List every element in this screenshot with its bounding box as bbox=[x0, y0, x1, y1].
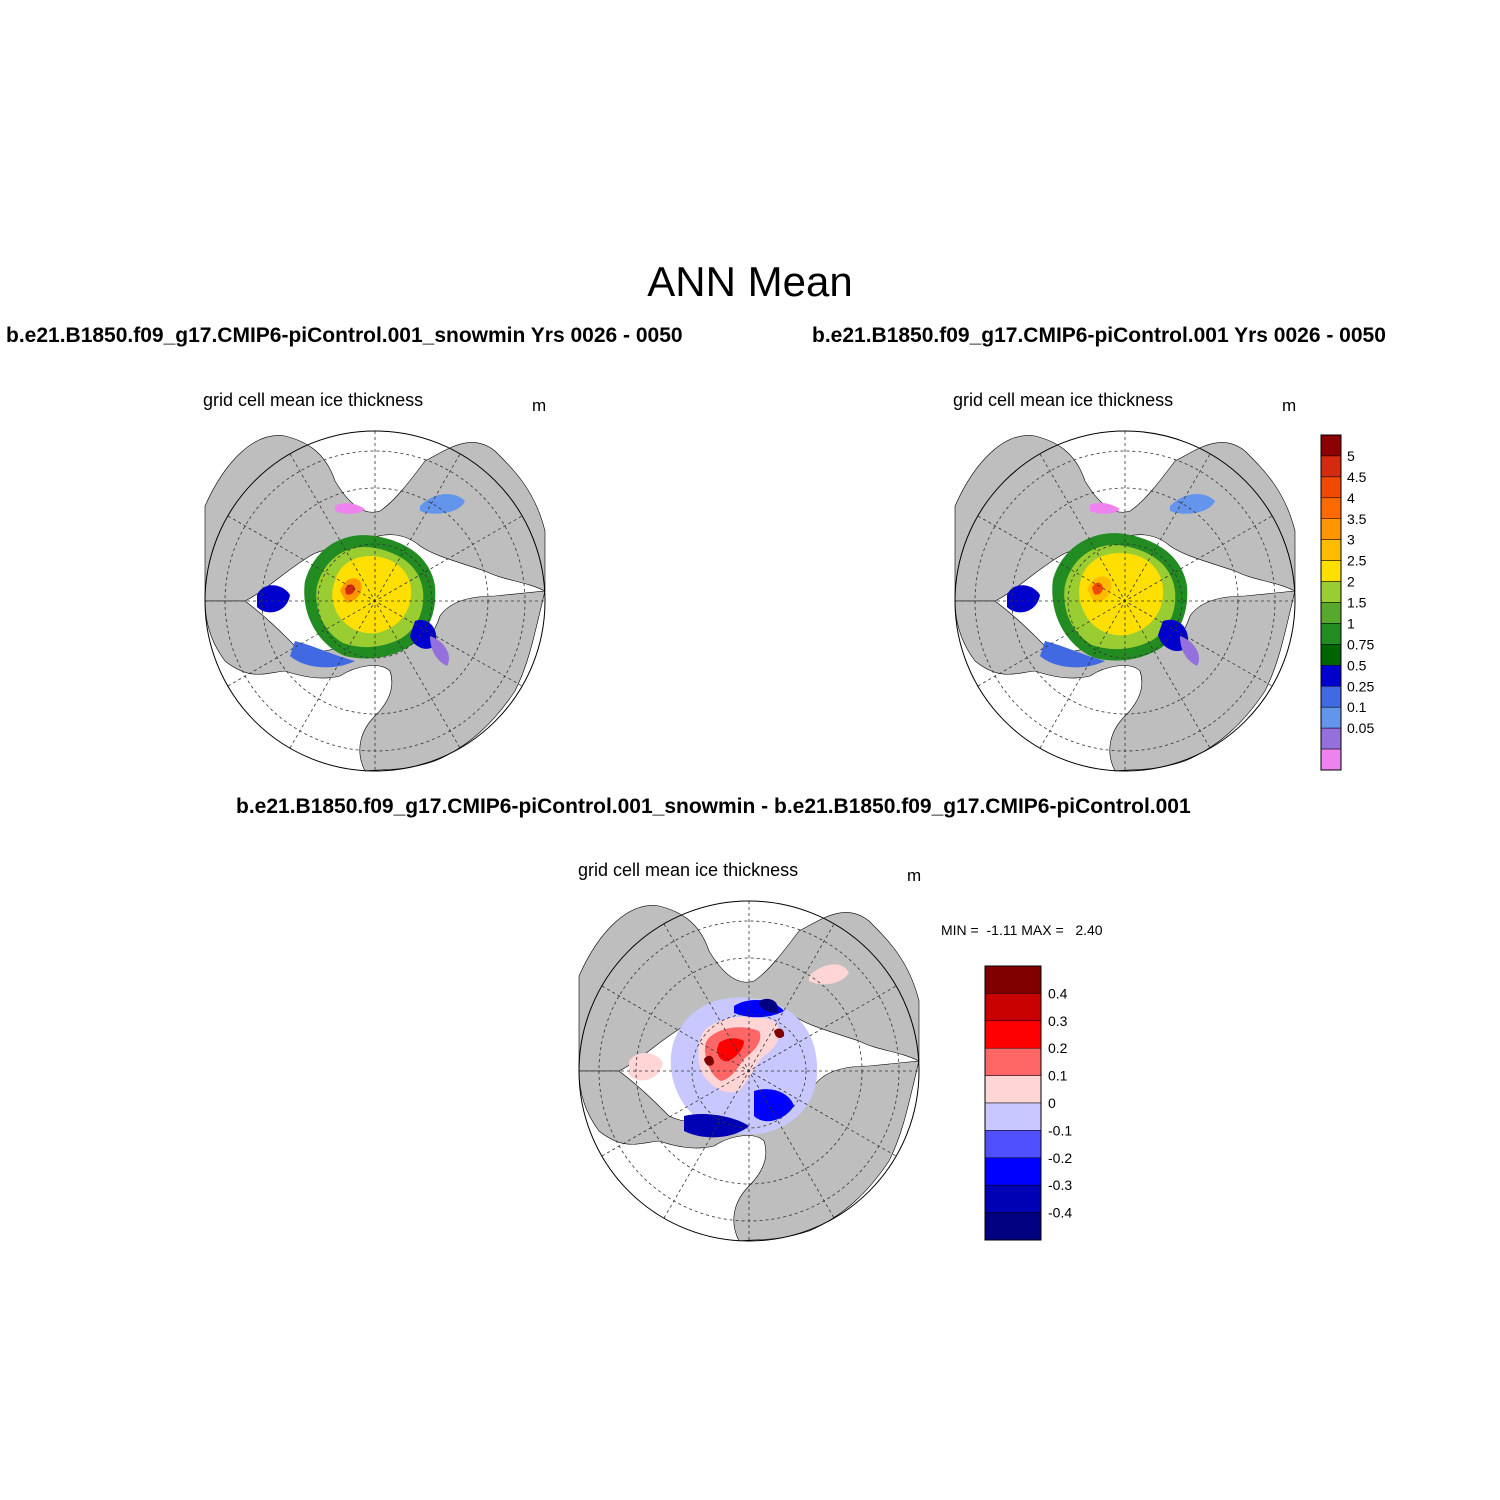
difference-colorbar-swatch bbox=[984, 1157, 1042, 1186]
difference-colorbar-swatch bbox=[984, 1102, 1042, 1131]
thickness-colorbar-swatch bbox=[1320, 539, 1342, 561]
panel2-units-label: m bbox=[1282, 396, 1297, 415]
difference-colorbar: 0.4 0.3 0.2 0.1 0 -0.1 -0.2 -0.3 -0.4 bbox=[984, 965, 1072, 1241]
panel2-polar-map bbox=[954, 430, 1296, 772]
thickness-colorbar-tick-label: 0.1 bbox=[1347, 699, 1367, 715]
difference-colorbar-swatch bbox=[984, 993, 1042, 1022]
thickness-colorbar-swatch bbox=[1320, 644, 1342, 666]
difference-colorbar-tick-label: 0.1 bbox=[1048, 1068, 1068, 1084]
difference-colorbar-swatch bbox=[984, 1212, 1042, 1241]
thickness-colorbar-tick-label: 0.5 bbox=[1347, 657, 1367, 673]
difference-colorbar-tick-label: -0.3 bbox=[1048, 1177, 1072, 1193]
thickness-colorbar-tick-label: 4.5 bbox=[1347, 469, 1367, 485]
panel2-variable-label: grid cell mean ice thickness bbox=[953, 390, 1174, 410]
difference-colorbar-tick-label: 0.4 bbox=[1048, 985, 1068, 1001]
thickness-colorbar-swatch bbox=[1320, 748, 1342, 771]
panel3-difference-field bbox=[629, 964, 849, 1138]
difference-colorbar-tick-label: -0.2 bbox=[1048, 1150, 1072, 1166]
thickness-colorbar-swatch bbox=[1320, 497, 1342, 519]
panel2-case-title: b.e21.B1850.f09_g17.CMIP6-piControl.001 … bbox=[812, 324, 1386, 347]
thickness-colorbar-swatch bbox=[1320, 434, 1342, 457]
thickness-colorbar-swatch bbox=[1320, 727, 1342, 750]
panel1-graticule bbox=[205, 431, 545, 771]
difference-colorbar-swatch bbox=[984, 1130, 1042, 1159]
thickness-colorbar-swatch bbox=[1320, 623, 1342, 645]
panel3-polar-map bbox=[578, 900, 920, 1242]
panel3-min-max-label: MIN = -1.11 MAX = 2.40 bbox=[941, 922, 1103, 938]
panel2-ice-field bbox=[1007, 494, 1215, 668]
thickness-colorbar-tick-label: 3 bbox=[1347, 532, 1355, 548]
panel2-graticule bbox=[955, 431, 1295, 771]
panel1-map-border bbox=[204, 430, 546, 772]
thickness-colorbar-swatch bbox=[1320, 560, 1342, 582]
thickness-colorbar-tick-label: 1.5 bbox=[1347, 595, 1367, 611]
panel1-variable-label: grid cell mean ice thickness bbox=[203, 390, 424, 410]
panel3-units-label: m bbox=[907, 866, 922, 885]
panel3-graticule bbox=[579, 901, 919, 1241]
figure-title: ANN Mean bbox=[647, 258, 853, 305]
thickness-colorbar-tick-label: 4 bbox=[1347, 490, 1355, 506]
difference-colorbar-tick-label: 0 bbox=[1048, 1095, 1056, 1111]
thickness-colorbar-tick-label: 0.05 bbox=[1347, 720, 1374, 736]
panel1-case-title: b.e21.B1850.f09_g17.CMIP6-piControl.001_… bbox=[6, 324, 683, 347]
thickness-colorbar-frame bbox=[1320, 434, 1342, 771]
difference-colorbar-tick-label: 0.3 bbox=[1048, 1013, 1068, 1029]
thickness-colorbar-tick-label: 2.5 bbox=[1347, 553, 1367, 569]
panel3-case-title: b.e21.B1850.f09_g17.CMIP6-piControl.001_… bbox=[236, 795, 1191, 818]
difference-colorbar-swatch bbox=[984, 1020, 1042, 1049]
thickness-colorbar-tick-label: 0.75 bbox=[1347, 636, 1374, 652]
panel2-map-border bbox=[954, 430, 1296, 772]
difference-colorbar-swatch bbox=[984, 965, 1042, 994]
difference-colorbar-swatch bbox=[984, 1047, 1042, 1076]
thickness-colorbar-tick-label: 5 bbox=[1347, 448, 1355, 464]
panel1-units-label: m bbox=[532, 396, 547, 415]
thickness-colorbar: 5 4.5 4 3.5 3 2.5 2 1.5 1 0.75 0.5 0.25 0.1 0.05 bbox=[1320, 434, 1374, 771]
difference-colorbar-swatch bbox=[984, 1075, 1042, 1104]
difference-colorbar-tick-label: -0.4 bbox=[1048, 1205, 1072, 1221]
thickness-colorbar-swatch bbox=[1320, 665, 1342, 687]
difference-colorbar-frame bbox=[984, 965, 1042, 1241]
thickness-colorbar-swatch bbox=[1320, 686, 1342, 708]
thickness-colorbar-tick-label: 3.5 bbox=[1347, 511, 1367, 527]
difference-colorbar-swatch bbox=[984, 1184, 1042, 1213]
thickness-colorbar-swatch bbox=[1320, 455, 1342, 478]
difference-colorbar-tick-label: -0.1 bbox=[1048, 1122, 1072, 1138]
panel3-variable-label: grid cell mean ice thickness bbox=[578, 860, 799, 880]
thickness-colorbar-swatch bbox=[1320, 602, 1342, 624]
thickness-colorbar-tick-label: 0.25 bbox=[1347, 678, 1374, 694]
thickness-colorbar-swatch bbox=[1320, 706, 1342, 729]
thickness-colorbar-swatch bbox=[1320, 518, 1342, 540]
thickness-colorbar-swatch bbox=[1320, 476, 1342, 499]
panel1-polar-map bbox=[204, 430, 546, 772]
thickness-colorbar-tick-label: 2 bbox=[1347, 574, 1355, 590]
thickness-colorbar-swatch bbox=[1320, 581, 1342, 603]
difference-colorbar-tick-label: 0.2 bbox=[1048, 1040, 1068, 1056]
panel3-map-border bbox=[578, 900, 920, 1242]
thickness-colorbar-tick-label: 1 bbox=[1347, 615, 1355, 631]
